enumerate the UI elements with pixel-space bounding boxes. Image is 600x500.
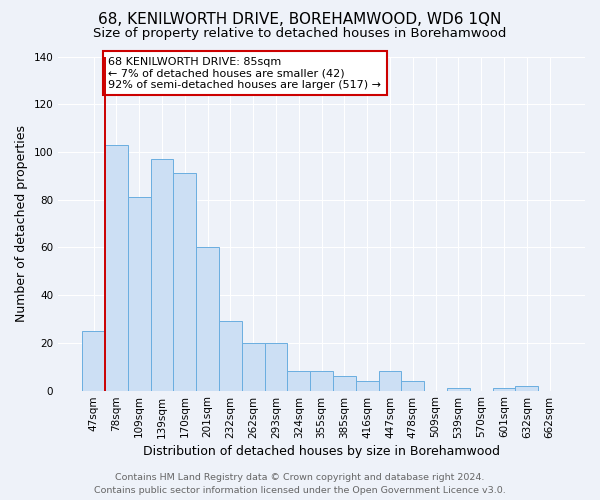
Bar [356,381,379,390]
Text: Size of property relative to detached houses in Borehamwood: Size of property relative to detached ho… [94,28,506,40]
Bar [515,386,538,390]
Bar [196,248,219,390]
Bar [82,331,105,390]
Y-axis label: Number of detached properties: Number of detached properties [15,125,28,322]
Bar [219,322,242,390]
Bar [287,372,310,390]
Bar [333,376,356,390]
Bar [401,381,424,390]
Bar [310,372,333,390]
Bar [105,145,128,390]
Text: 68 KENILWORTH DRIVE: 85sqm
← 7% of detached houses are smaller (42)
92% of semi-: 68 KENILWORTH DRIVE: 85sqm ← 7% of detac… [109,56,382,90]
Bar [265,343,287,390]
Bar [493,388,515,390]
X-axis label: Distribution of detached houses by size in Borehamwood: Distribution of detached houses by size … [143,444,500,458]
Bar [173,174,196,390]
Bar [379,372,401,390]
Bar [242,343,265,390]
Bar [128,198,151,390]
Bar [447,388,470,390]
Bar [151,159,173,390]
Text: 68, KENILWORTH DRIVE, BOREHAMWOOD, WD6 1QN: 68, KENILWORTH DRIVE, BOREHAMWOOD, WD6 1… [98,12,502,28]
Text: Contains HM Land Registry data © Crown copyright and database right 2024.
Contai: Contains HM Land Registry data © Crown c… [94,474,506,495]
